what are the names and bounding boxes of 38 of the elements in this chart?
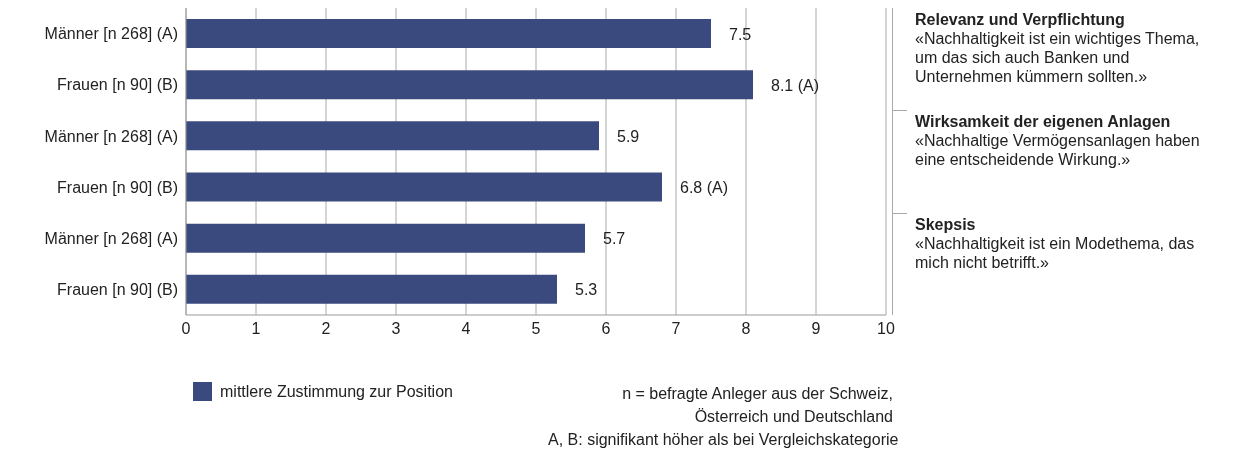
data-label: 7.5 [729,25,752,43]
y-tick-label: Frauen [n 90] (B) [57,281,178,299]
text: Relevanz und Verpflichtung [915,10,1126,29]
data-label: 8.1 (A) [771,76,820,94]
data-label: 5.3 [575,281,598,299]
x-tick-label: 10 [877,320,895,338]
x-tick-label: 4 [461,320,471,338]
y-tick-label: Männer [n 268] (A) [44,229,178,247]
text: Wirksamkeit der eigenen Anlagen [915,112,1172,132]
bar [186,19,711,48]
bar [186,121,599,151]
y-tick-label: Männer [n 268] (A) [44,25,178,43]
x-tick-label: 7 [671,320,681,338]
bar [186,70,753,100]
x-tick-label: 0 [181,320,191,338]
text: «Nachhaltigkeit ist ein Modethema, das mich nicht betrifft.» [915,233,1196,272]
x-tick-label: 5 [531,320,541,338]
legend-label: mittlere Zustimmung zur Position [220,382,453,401]
text: «Nachhaltigkeit ist ein wichtiges Thema, um das sich auch Banken und Unternehmen kümmern sollten.» [915,29,1200,86]
y-tick-label: Männer [n 268] (A) [44,127,178,145]
text: n = befragte Anleger aus der Schweiz, Österreich und Deutschland [621,384,893,427]
x-tick-label: 2 [321,320,331,338]
bar [186,274,557,304]
y-tick-label: Frauen [n 90] (B) [57,178,178,196]
bar [186,172,662,202]
x-tick-label: 1 [251,320,261,338]
x-tick-label: 9 [811,320,821,338]
text: Skepsis [915,214,977,234]
y-tick-label: Frauen [n 90] (B) [57,76,178,94]
x-tick-label: 3 [391,320,401,338]
data-label: 5.9 [617,127,640,145]
data-label: 5.7 [603,230,626,248]
bar [186,223,585,253]
x-tick-label: 8 [741,320,751,338]
text: A, B: signifikant höher als bei Vergleichskategorie [548,430,899,450]
x-tick-label: 6 [601,320,611,338]
data-label: 6.8 (A) [680,179,729,196]
text: «Nachhaltige Vermögensanlagen haben eine entscheidende Wirkung.» [915,131,1200,170]
